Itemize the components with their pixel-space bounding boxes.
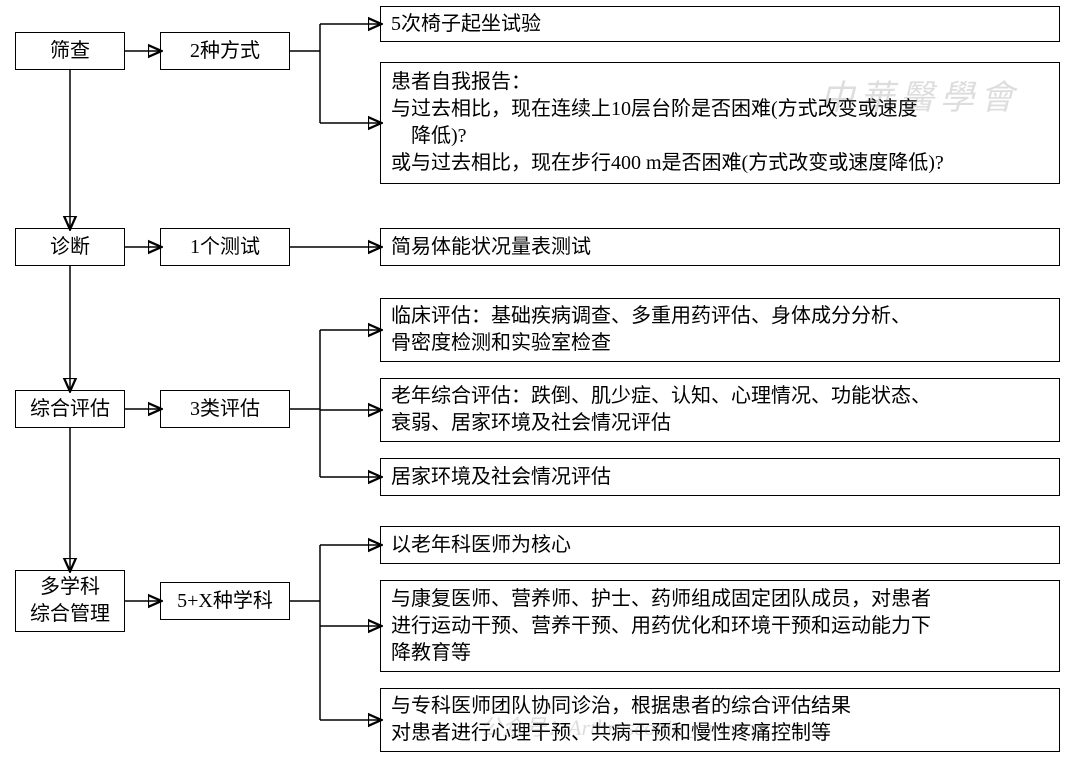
label: 5+X种学科 [177,588,273,615]
label: 5次椅子起坐试验 [391,11,541,38]
label: 综合评估 [30,396,110,423]
disciplines-5x: 5+X种学科 [160,582,290,620]
label: 诊断 [50,234,90,261]
assess-home: 居家环境及社会情况评估 [380,458,1060,496]
label: 居家环境及社会情况评估 [391,464,611,491]
label: 多学科 综合管理 [30,574,110,628]
label: 2种方式 [190,38,260,65]
stage-management: 多学科 综合管理 [15,570,125,632]
label: 与专科医师团队协同诊治，根据患者的综合评估结果 对患者进行心理干预、共病干预和慢… [391,693,851,747]
label: 与康复医师、营养师、护士、药师组成固定团队成员，对患者 进行运动干预、营养干预、… [391,586,931,667]
team-fixed: 与康复医师、营养师、护士、药师组成固定团队成员，对患者 进行运动干预、营养干预、… [380,580,1060,672]
stage-assessment: 综合评估 [15,390,125,428]
test-1: 1个测试 [160,228,290,266]
methods-2: 2种方式 [160,32,290,70]
label: 3类评估 [190,396,260,423]
assess-geriatric: 老年综合评估：跌倒、肌少症、认知、心理情况、功能状态、 衰弱、居家环境及社会情况… [380,378,1060,442]
stage-screening: 筛查 [15,32,125,70]
assess-clinical: 临床评估：基础疾病调查、多重用药评估、身体成分分析、 骨密度检测和实验室检查 [380,298,1060,362]
screen-self-report: 患者自我报告： 与过去相比，现在连续上10层台阶是否困难(方式改变或速度 降低)… [380,62,1060,184]
diag-sppb: 简易体能状况量表测试 [380,228,1060,266]
team-core: 以老年科医师为核心 [380,526,1060,564]
label: 老年综合评估：跌倒、肌少症、认知、心理情况、功能状态、 衰弱、居家环境及社会情况… [391,383,931,437]
label: 筛查 [50,38,90,65]
stage-diagnosis: 诊断 [15,228,125,266]
label: 1个测试 [190,234,260,261]
assess-3: 3类评估 [160,390,290,428]
label: 简易体能状况量表测试 [391,234,591,261]
screen-chair-test: 5次椅子起坐试验 [380,6,1060,42]
team-specialist: 与专科医师团队协同诊治，根据患者的综合评估结果 对患者进行心理干预、共病干预和慢… [380,688,1060,752]
label: 临床评估：基础疾病调查、多重用药评估、身体成分分析、 骨密度检测和实验室检查 [391,303,911,357]
label: 以老年科医师为核心 [391,532,571,559]
label: 患者自我报告： 与过去相比，现在连续上10层台阶是否困难(方式改变或速度 降低)… [391,69,944,177]
